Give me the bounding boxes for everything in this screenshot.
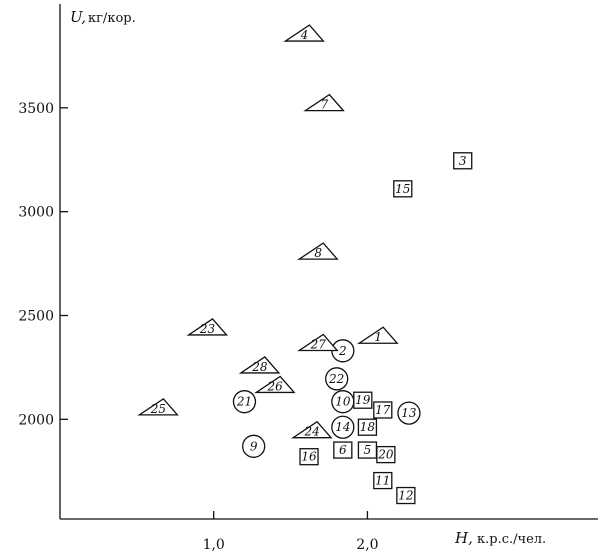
point-label: 26 — [267, 379, 284, 393]
data-point-5: 5 — [357, 441, 378, 459]
data-point-6: 6 — [333, 441, 353, 459]
point-label: 13 — [401, 406, 417, 420]
point-label: 6 — [339, 443, 347, 457]
triangle-marker — [303, 93, 345, 112]
data-point-1: 1 — [357, 326, 399, 344]
y-tick-label: 3000 — [18, 205, 54, 221]
point-label: 25 — [150, 402, 166, 416]
y-tick-label: 2500 — [18, 308, 54, 324]
data-point-12: 12 — [396, 486, 416, 505]
x-tick-label: 2,0 — [356, 537, 378, 553]
data-point-7: 7 — [303, 93, 345, 112]
square-marker — [333, 441, 353, 459]
data-point-11: 11 — [373, 471, 393, 490]
square-marker — [299, 448, 319, 466]
point-label: 21 — [236, 395, 252, 409]
data-point-2: 2 — [331, 339, 355, 363]
data-point-17: 17 — [373, 401, 393, 419]
x-axis-unit: к.р.с./чел. — [477, 532, 546, 547]
triangle-marker — [297, 333, 339, 352]
point-label: 19 — [355, 393, 371, 407]
data-points: 1234567891011121314151617181920212223242… — [137, 24, 473, 505]
triangle-marker — [297, 242, 339, 260]
data-point-22: 22 — [325, 367, 349, 391]
point-label: 8 — [314, 246, 322, 260]
square-marker — [373, 401, 393, 419]
y-axis-label: U, — [70, 8, 86, 26]
data-point-24: 24 — [290, 420, 333, 439]
point-label: 15 — [395, 182, 410, 196]
point-label: 5 — [364, 443, 372, 457]
square-marker — [396, 486, 416, 505]
data-point-14: 14 — [331, 415, 355, 439]
circle-marker — [397, 401, 421, 425]
data-point-19: 19 — [353, 391, 373, 409]
point-label: 11 — [375, 474, 390, 488]
data-point-20: 20 — [376, 445, 396, 464]
circle-marker — [325, 367, 349, 391]
data-point-15: 15 — [393, 180, 413, 198]
point-label: 10 — [335, 395, 351, 409]
point-label: 20 — [377, 448, 394, 462]
point-label: 1 — [374, 330, 382, 344]
square-marker — [393, 180, 413, 198]
data-point-13: 13 — [397, 401, 421, 425]
data-point-23: 23 — [186, 318, 228, 336]
data-point-8: 8 — [297, 242, 339, 260]
point-label: 28 — [251, 360, 268, 374]
x-ticks: 1,0 2,0 — [203, 511, 379, 553]
triangle-marker — [290, 420, 333, 439]
point-label: 18 — [360, 420, 376, 434]
circle-marker — [331, 415, 355, 439]
circle-marker — [232, 390, 257, 414]
triangle-marker — [137, 398, 179, 416]
square-marker — [376, 445, 396, 464]
point-label: 27 — [310, 337, 327, 351]
square-marker — [357, 418, 378, 436]
point-label: 3 — [459, 154, 467, 168]
data-point-3: 3 — [453, 152, 473, 170]
triangle-marker — [357, 326, 399, 344]
point-label: 16 — [301, 450, 317, 464]
square-marker — [353, 391, 373, 409]
point-label: 17 — [375, 403, 391, 417]
data-point-25: 25 — [137, 398, 179, 416]
point-label: 22 — [328, 372, 344, 386]
point-label: 23 — [199, 322, 216, 336]
axes — [59, 4, 598, 520]
y-axis-unit: кг/кор. — [88, 11, 136, 26]
data-point-27: 27 — [297, 333, 339, 352]
triangle-marker — [254, 375, 296, 394]
data-point-18: 18 — [357, 418, 378, 436]
square-marker — [453, 152, 473, 170]
point-label: 14 — [335, 420, 350, 434]
triangle-marker — [283, 24, 325, 42]
point-label: 24 — [303, 425, 319, 439]
data-point-16: 16 — [299, 448, 319, 466]
triangle-marker — [186, 318, 228, 336]
square-marker — [373, 471, 393, 490]
point-label: 12 — [398, 489, 413, 503]
point-label: 2 — [338, 344, 347, 358]
data-point-21: 21 — [232, 390, 257, 414]
x-tick-label: 1,0 — [203, 537, 225, 553]
x-axis-label: H, — [454, 529, 473, 547]
data-point-10: 10 — [331, 390, 355, 414]
data-point-9: 9 — [242, 434, 266, 458]
y-ticks: 2000 2500 3000 3500 — [18, 101, 68, 428]
point-label: 9 — [250, 439, 258, 453]
data-point-28: 28 — [238, 356, 281, 374]
data-point-4: 4 — [283, 24, 325, 42]
point-label: 4 — [300, 28, 309, 42]
data-point-26: 26 — [254, 375, 296, 394]
circle-marker — [242, 434, 266, 458]
y-tick-label: 3500 — [18, 101, 54, 117]
triangle-marker — [238, 356, 281, 374]
y-tick-label: 2000 — [18, 412, 54, 428]
point-label: 7 — [321, 98, 329, 112]
